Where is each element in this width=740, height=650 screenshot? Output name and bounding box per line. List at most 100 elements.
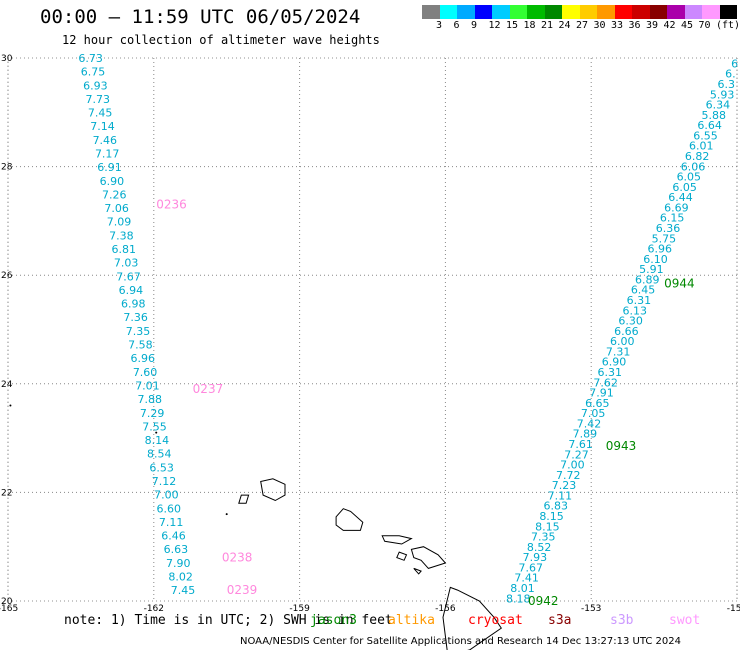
- satellite-legend-jason3: jason3: [310, 613, 357, 628]
- wave-height-value: 6.13: [623, 304, 648, 317]
- wave-height-value: 6.60: [157, 502, 182, 515]
- wave-height-value: 6.44: [668, 191, 693, 204]
- colorbar-swatch: [474, 5, 492, 19]
- wave-height-value: 6: [731, 57, 738, 70]
- wave-height-value: 7.58: [128, 339, 153, 352]
- satellite-legend-altika: altika: [388, 613, 435, 628]
- wave-height-value: 6.83: [543, 500, 568, 513]
- wave-height-value: 6.46: [161, 530, 186, 543]
- wave-height-value: 6.53: [149, 461, 174, 474]
- colorbar-label: 12: [488, 20, 501, 31]
- island-outline: [238, 494, 250, 504]
- wave-height-value: 6.73: [78, 52, 103, 65]
- wave-height-value: 7.14: [90, 120, 115, 133]
- wave-height-value: 7.93: [523, 551, 548, 564]
- wave-height-value: 6.10: [643, 253, 668, 266]
- wave-height-value: 8.18: [506, 592, 531, 605]
- island-outline: [413, 567, 422, 575]
- wave-height-value: 7.17: [95, 148, 120, 161]
- wave-height-value: 6.: [725, 68, 736, 81]
- wave-height-value: 7.00: [560, 459, 585, 472]
- wave-height-value: 7.90: [166, 557, 191, 570]
- footer-note: note: 1) Time is in UTC; 2) SWH is in fe…: [64, 613, 393, 628]
- wave-height-value: 6.05: [672, 181, 697, 194]
- wave-height-value: 7.11: [159, 516, 184, 529]
- wave-height-value: 6.06: [681, 160, 706, 173]
- wave-height-value: 8.15: [539, 510, 564, 523]
- colorbar-swatch: [632, 5, 650, 19]
- y-tick-label: 24: [1, 380, 13, 390]
- wave-height-value: 6.15: [660, 212, 685, 225]
- wave-height-value: 8.01: [510, 582, 535, 595]
- island-speck: [9, 404, 12, 407]
- colorbar-swatch: [457, 5, 475, 19]
- y-tick-label: 30: [1, 54, 13, 64]
- wave-height-value: 7.36: [123, 311, 148, 324]
- wave-height-value: 7.62: [593, 376, 618, 389]
- wave-height-value: 7.29: [140, 407, 165, 420]
- wave-height-value: 6.90: [100, 175, 125, 188]
- island-outline: [396, 551, 408, 561]
- wave-height-value: 7.88: [138, 393, 163, 406]
- colorbar-label: 70: [698, 20, 711, 31]
- colorbar-swatch: [719, 5, 737, 19]
- colorbar-label: 45: [681, 20, 694, 31]
- wave-height-value: 7.35: [531, 531, 556, 544]
- colorbar-swatch: [667, 5, 685, 19]
- map-subtitle: 12 hour collection of altimeter wave hei…: [62, 33, 380, 47]
- wave-height-value: 8.15: [535, 520, 560, 533]
- wave-height-value: 7.73: [85, 93, 110, 106]
- colorbar-swatch: [439, 5, 457, 19]
- wave-height-value: 6.82: [685, 150, 710, 163]
- satellite-legend-cryosat: cryosat: [468, 613, 523, 628]
- island-outline: [442, 586, 502, 650]
- wave-height-value: 5.93: [710, 88, 735, 101]
- wave-height-value: 7.60: [133, 366, 158, 379]
- colorbar-swatch: [597, 5, 615, 19]
- wave-height-value: 6.3: [718, 78, 736, 91]
- colorbar-label: 36: [628, 20, 641, 31]
- track-time-label: 0239: [227, 583, 258, 597]
- wave-height-value: 7.42: [577, 417, 602, 430]
- colorbar-label: 9: [471, 20, 478, 31]
- wave-height-value: 6.81: [112, 243, 137, 256]
- colorbar-swatch: [702, 5, 720, 19]
- wave-height-value: 6.34: [706, 99, 731, 112]
- map-title: 00:00 – 11:59 UTC 06/05/2024: [40, 6, 361, 28]
- wave-height-value: 7.38: [109, 229, 134, 242]
- wave-height-value: 7.12: [152, 475, 177, 488]
- colorbar-swatch: [544, 5, 562, 19]
- wave-height-value: 8.54: [147, 448, 172, 461]
- wave-height-value: 6.98: [121, 298, 146, 311]
- map-frame: [7, 57, 738, 602]
- island-outline: [335, 508, 364, 531]
- wave-height-value: 6.96: [130, 352, 155, 365]
- x-tick-label: -150: [727, 604, 740, 614]
- colorbar-swatch: [649, 5, 667, 19]
- colorbar-label: 27: [576, 20, 589, 31]
- wave-height-value: 7.23: [552, 479, 577, 492]
- wave-height-value: 7.55: [142, 420, 167, 433]
- wave-height-value: 6.05: [677, 171, 702, 184]
- wave-height-value: 7.05: [581, 407, 606, 420]
- wave-height-value: 6.91: [97, 161, 122, 174]
- wave-height-value: 6.64: [697, 119, 722, 132]
- wave-height-value: 6.94: [119, 284, 144, 297]
- wave-height-value: 7.41: [514, 572, 539, 585]
- satellite-legend-swot: swot: [669, 613, 701, 628]
- wave-height-value: 7.61: [568, 438, 593, 451]
- colorbar-label: 21: [541, 20, 554, 31]
- x-tick-label: -165: [0, 604, 18, 614]
- wave-height-value: 7.72: [556, 469, 581, 482]
- colorbar-label: 24: [558, 20, 571, 31]
- colorbar-label: 33: [611, 20, 624, 31]
- colorbar-label: 42: [663, 20, 676, 31]
- wave-height-value: 5.91: [639, 263, 664, 276]
- wave-height-value: 7.09: [107, 216, 132, 229]
- y-tick-label: 26: [1, 271, 13, 281]
- island-outline: [260, 478, 286, 502]
- colorbar-swatch: [509, 5, 527, 19]
- wave-height-value: 6.96: [647, 243, 672, 256]
- y-tick-label: 28: [1, 163, 13, 173]
